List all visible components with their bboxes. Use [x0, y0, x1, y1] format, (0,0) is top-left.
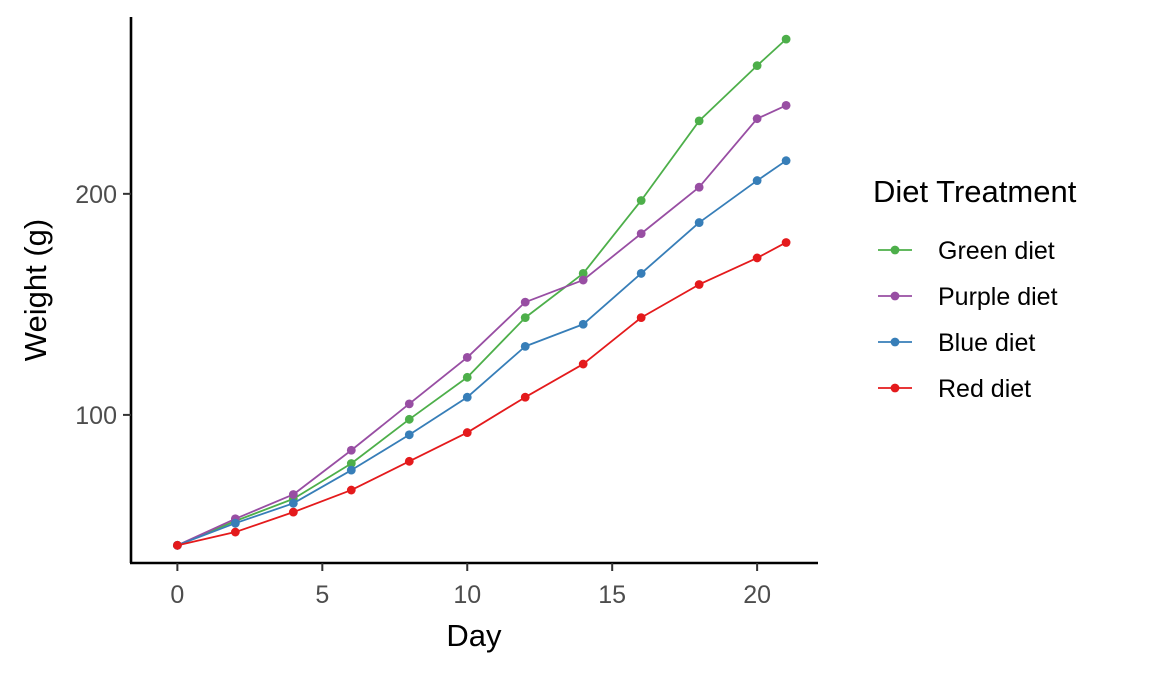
data-point-blue-diet [781, 156, 791, 166]
legend-title: Diet Treatment [873, 174, 1077, 209]
x-tick-label: 0 [170, 581, 184, 609]
x-tick-label: 5 [315, 581, 329, 609]
series-red-diet [172, 238, 791, 550]
data-point-green-diet [578, 269, 588, 278]
data-point-red-diet [694, 280, 704, 289]
legend-key-point [890, 291, 900, 301]
data-point-purple-diet [781, 101, 791, 110]
legend-key-point [890, 337, 900, 347]
series-blue-diet [172, 156, 791, 550]
data-point-green-diet [462, 372, 472, 382]
data-point-purple-diet [288, 490, 298, 499]
data-point-red-diet [230, 527, 240, 537]
legend-label: Blue diet [938, 329, 1035, 357]
data-point-red-diet [752, 253, 762, 263]
series-line-purple-diet [177, 104, 787, 547]
legend-label: Purple diet [938, 283, 1058, 311]
data-point-purple-diet [636, 229, 646, 239]
legend-items: Green diet Purple diet Blue diet Red diet [878, 237, 1058, 403]
data-point-green-diet [694, 116, 704, 126]
legend-item-purple-diet: Purple diet [878, 283, 1058, 311]
data-point-purple-diet [346, 445, 356, 455]
series-layer [172, 34, 791, 550]
x-axis-title: Day [446, 618, 502, 653]
data-point-red-diet [346, 485, 356, 495]
series-green-diet [172, 34, 791, 550]
data-point-purple-diet [520, 297, 530, 307]
data-point-green-diet [781, 34, 791, 44]
data-point-purple-diet [752, 114, 762, 124]
data-point-purple-diet [578, 275, 588, 285]
data-point-red-diet [520, 392, 530, 402]
legend-item-red-diet: Red diet [878, 375, 1031, 403]
data-point-red-diet [781, 238, 791, 247]
data-point-red-diet [172, 540, 182, 550]
data-point-green-diet [752, 61, 762, 71]
data-point-red-diet [288, 507, 298, 517]
x-tick-label: 15 [598, 581, 626, 609]
series-line-green-diet [177, 38, 787, 547]
y-tick-label: 100 [75, 402, 117, 430]
y-tick-label: 200 [75, 181, 117, 209]
data-point-blue-diet [288, 498, 298, 508]
legend: Diet Treatment Green diet Purple diet Blue… [873, 174, 1077, 403]
legend-item-green-diet: Green diet [878, 237, 1055, 265]
data-point-blue-diet [346, 465, 356, 475]
legend-label: Green diet [938, 237, 1055, 265]
legend-item-blue-diet: Blue diet [878, 329, 1035, 357]
data-point-blue-diet [520, 341, 530, 351]
legend-key-point [890, 245, 900, 255]
data-point-blue-diet [752, 176, 762, 185]
data-point-blue-diet [404, 430, 414, 440]
series-line-blue-diet [177, 159, 787, 547]
data-point-red-diet [578, 359, 588, 369]
data-point-purple-diet [694, 182, 704, 192]
data-point-purple-diet [404, 399, 414, 409]
axes [129, 17, 818, 565]
series-line-red-diet [177, 241, 787, 547]
x-tick-label: 20 [743, 581, 771, 609]
data-point-green-diet [636, 196, 646, 205]
data-point-blue-diet [462, 392, 472, 402]
legend-label: Red diet [938, 375, 1031, 403]
ticks: 0 5 10 15 20 100 200 [75, 181, 771, 609]
x-tick-label: 10 [453, 581, 481, 609]
data-point-red-diet [636, 313, 646, 323]
data-point-green-diet [404, 414, 414, 424]
legend-key-point [890, 383, 900, 393]
data-point-blue-diet [230, 518, 240, 528]
data-point-purple-diet [462, 353, 472, 362]
data-point-blue-diet [694, 218, 704, 227]
series-purple-diet [172, 101, 791, 550]
y-axis-title: Weight (g) [18, 219, 53, 361]
data-point-green-diet [346, 459, 356, 468]
data-point-blue-diet [636, 269, 646, 278]
data-point-red-diet [404, 456, 414, 466]
data-point-green-diet [520, 313, 530, 323]
data-point-red-diet [462, 428, 472, 437]
data-point-blue-diet [578, 319, 588, 329]
